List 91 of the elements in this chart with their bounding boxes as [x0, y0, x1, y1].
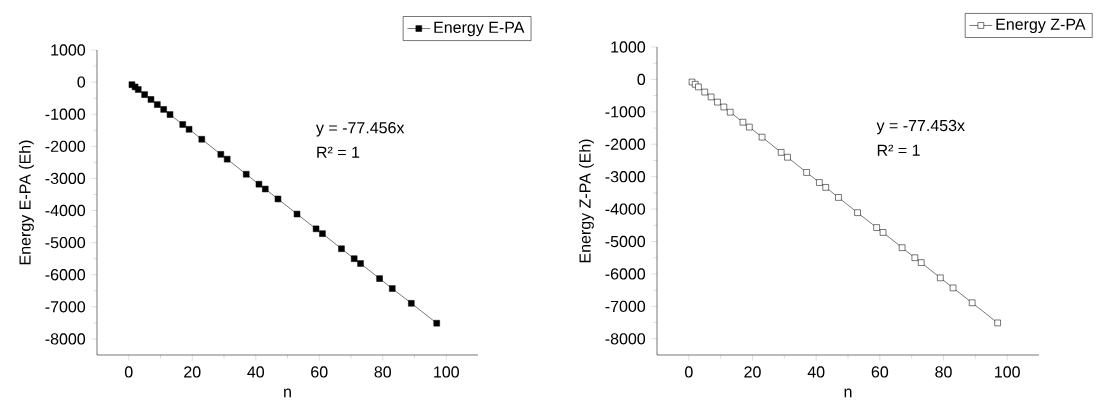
point	[879, 229, 887, 236]
point	[822, 184, 829, 191]
point	[727, 108, 734, 116]
y-axis-title: Energy E-PA (Eh)	[18, 140, 34, 265]
point	[185, 126, 193, 133]
point	[835, 194, 842, 201]
y-tick-label: -1000	[605, 106, 646, 118]
x-tick-label: 40	[807, 366, 825, 378]
point	[217, 151, 225, 158]
point	[262, 185, 269, 193]
y-tick-label: -5000	[605, 235, 646, 248]
x-tick-label: 80	[374, 366, 392, 378]
y-tick-label: 0	[637, 73, 646, 86]
point	[911, 254, 919, 261]
legend-label: Energy E-PA	[434, 21, 525, 37]
x-tick-label: 20	[744, 366, 761, 378]
y-tick-label: -1000	[45, 108, 86, 120]
y-tick-label: 0	[77, 76, 86, 88]
point	[714, 98, 721, 106]
y-tick-label: -8000	[605, 333, 646, 345]
x-tick-label: 80	[935, 366, 952, 378]
y-tick-label: -6000	[605, 268, 646, 280]
point	[154, 101, 161, 108]
y-tick-label: -7000	[45, 301, 86, 313]
point	[389, 285, 396, 292]
point	[707, 93, 715, 101]
point	[141, 91, 148, 98]
point	[147, 96, 155, 103]
x-axis-title: n	[284, 388, 291, 398]
y-tick-label: -7000	[605, 300, 646, 313]
annotation: R² = 1	[317, 146, 360, 158]
point	[746, 123, 753, 131]
y-tick-label: -3000	[605, 171, 646, 183]
x-axis-title: n	[844, 388, 852, 398]
point	[803, 169, 810, 176]
y-tick-label: -4000	[605, 203, 646, 215]
x-tick-label: 40	[247, 366, 265, 378]
point	[223, 155, 231, 163]
x-tick-label: 20	[184, 366, 201, 378]
point	[701, 88, 708, 96]
annotation: R² = 1	[877, 144, 920, 156]
y-tick-label: -2000	[605, 138, 646, 150]
point	[949, 284, 957, 292]
point	[312, 225, 320, 233]
point	[739, 119, 747, 126]
y-tick-label: 1000	[51, 44, 86, 56]
point	[784, 154, 791, 161]
point	[816, 179, 823, 186]
y-tick-label: -4000	[45, 204, 86, 217]
point	[338, 245, 345, 252]
point	[255, 181, 263, 188]
y-axis-title: Energy Z-PA (Eh)	[578, 139, 594, 263]
point	[720, 103, 728, 111]
x-tick-label: 60	[871, 366, 889, 378]
point	[135, 86, 142, 93]
point	[408, 300, 415, 307]
y-tick-label: -5000	[45, 236, 86, 249]
point	[293, 210, 301, 218]
x-tick-label: 100	[995, 366, 1020, 378]
x-tick-label: 60	[311, 366, 328, 378]
point	[918, 259, 925, 266]
point	[160, 106, 167, 113]
y-tick-label: -6000	[45, 269, 86, 281]
point	[854, 209, 861, 216]
point	[433, 320, 440, 327]
point	[198, 136, 205, 143]
point	[873, 224, 880, 231]
point	[274, 195, 282, 203]
point	[758, 133, 766, 141]
annotation: y = -77.456x	[316, 122, 405, 137]
y-tick-label: -8000	[45, 333, 86, 345]
point	[968, 299, 976, 306]
y-tick-label: -3000	[45, 172, 86, 185]
x-tick-label: 0	[124, 366, 133, 378]
point	[179, 121, 186, 128]
point	[937, 274, 944, 282]
point	[898, 244, 906, 251]
annotation: y = -77.453x	[876, 119, 965, 135]
point	[357, 260, 364, 267]
point	[350, 255, 358, 262]
point	[166, 111, 174, 118]
x-tick-label: 100	[434, 366, 459, 378]
x-tick-label: 0	[685, 366, 693, 378]
point	[243, 171, 250, 178]
point	[777, 149, 785, 156]
point	[994, 319, 1001, 327]
point	[376, 275, 383, 282]
point	[319, 230, 326, 237]
y-tick-label: -2000	[45, 140, 86, 152]
y-tick-label: 1000	[611, 41, 646, 53]
legend-label: Energy Z-PA	[996, 18, 1086, 34]
